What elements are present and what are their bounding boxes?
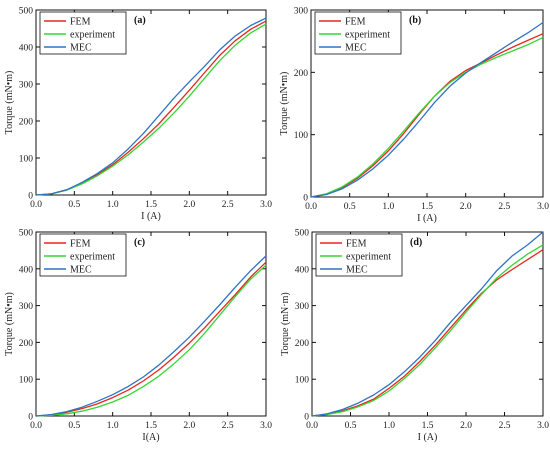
- y-tick-label: 0: [304, 413, 309, 423]
- y-tick-label: 300: [19, 302, 34, 312]
- x-tick-label: 1.0: [107, 200, 119, 210]
- legend-label: MEC: [70, 265, 92, 276]
- chart-panel-1: 0.0 0.5 1.0 1.5 2.0 2.5 3.0 0 100 200 300 400 500 I (…: [4, 7, 272, 223]
- legend-label: FEM: [70, 239, 91, 250]
- panel-label: (d): [410, 237, 422, 248]
- y-tick-label: 500: [19, 7, 34, 17]
- series-line-MEC: [35, 17, 267, 196]
- x-tick-label: 3.0: [260, 200, 272, 210]
- series-line-FEM: [311, 249, 544, 417]
- x-tick-label: 3.0: [260, 421, 272, 431]
- y-tick-label: 500: [19, 229, 34, 239]
- x-tick-label: 2.0: [183, 421, 195, 431]
- x-axis-label: I (A): [418, 432, 438, 443]
- x-tick-label: 1.0: [107, 421, 119, 431]
- x-tick-label: 2.5: [498, 202, 510, 212]
- x-tick-label: 2.5: [222, 421, 234, 431]
- legend-label: experiment: [345, 30, 390, 41]
- y-tick-label: 100: [19, 376, 34, 386]
- x-axis-label: I (A): [417, 213, 437, 224]
- x-tick-label: 0.5: [344, 202, 356, 212]
- y-tick-label: 0: [28, 192, 33, 202]
- series-line-MEC: [35, 255, 267, 417]
- x-tick-label: 0.5: [345, 421, 357, 431]
- x-tick-label: 0.0: [306, 421, 318, 431]
- x-tick-label: 2.5: [222, 200, 234, 210]
- x-tick-label: 1.0: [382, 202, 394, 212]
- series-line-experiment: [35, 23, 267, 196]
- x-tick-label: 3.0: [537, 421, 549, 431]
- x-tick-label: 0.0: [30, 200, 42, 210]
- panel-label: (a): [134, 15, 146, 26]
- series-line-MEC: [310, 21, 544, 198]
- y-tick-label: 300: [19, 81, 34, 91]
- y-tick-label: 400: [19, 44, 34, 54]
- x-tick-label: 1.0: [383, 421, 395, 431]
- y-tick-label: 200: [295, 339, 310, 349]
- x-tick-label: 0.5: [68, 200, 80, 210]
- y-tick-label: 200: [19, 339, 34, 349]
- x-tick-label: 2.0: [183, 200, 195, 210]
- series-line-experiment: [310, 36, 544, 198]
- legend-label: FEM: [70, 17, 91, 28]
- x-tick-label: 1.5: [145, 200, 157, 210]
- y-axis-label: Torque (mN•m): [4, 292, 15, 356]
- legend-label: experiment: [70, 252, 115, 263]
- legend-label: MEC: [345, 43, 367, 54]
- panel-label: (c): [134, 237, 145, 248]
- y-tick-label: 200: [19, 118, 34, 128]
- x-tick-label: 3.0: [537, 202, 549, 212]
- y-tick-label: 300: [295, 302, 310, 312]
- y-tick-label: 200: [294, 69, 309, 79]
- y-tick-label: 300: [294, 7, 309, 17]
- legend-box: [315, 233, 403, 277]
- x-tick-label: 0.0: [30, 421, 42, 431]
- x-tick-label: 0.0: [305, 202, 317, 212]
- y-tick-label: 400: [19, 265, 34, 275]
- y-axis-label: Torque (mN·m): [280, 292, 291, 355]
- series-line-MEC: [311, 231, 544, 417]
- legend-label: MEC: [70, 43, 92, 54]
- x-tick-label: 1.5: [421, 202, 433, 212]
- legend-label: FEM: [345, 17, 366, 28]
- y-tick-label: 0: [28, 413, 33, 423]
- x-tick-label: 1.5: [145, 421, 157, 431]
- x-tick-label: 2.0: [460, 202, 472, 212]
- series-line-FEM: [310, 33, 544, 198]
- x-tick-label: 1.5: [422, 421, 434, 431]
- chart-panel-2: 0.0 0.5 1.0 1.5 2.0 2.5 3.0 0 100 200 300 I (A) Torq…: [279, 7, 549, 225]
- legend-label: experiment: [346, 252, 391, 263]
- series-line-experiment: [35, 264, 267, 417]
- series-line-experiment: [311, 244, 544, 417]
- y-tick-label: 100: [294, 131, 309, 141]
- x-axis-label: I (A): [141, 211, 161, 222]
- y-axis-label: Torque (mN•m): [4, 71, 15, 135]
- legend-label: MEC: [346, 265, 368, 276]
- y-tick-label: 400: [295, 265, 310, 275]
- panel-label: (b): [409, 15, 421, 26]
- y-tick-label: 500: [295, 229, 310, 239]
- x-tick-label: 2.0: [460, 421, 472, 431]
- legend-label: experiment: [70, 30, 115, 41]
- y-tick-label: 100: [295, 376, 310, 386]
- y-axis-label: Torque (mN•m): [279, 72, 290, 136]
- chart-panel-4: 0.0 0.5 1.0 1.5 2.0 2.5 3.0 0 100 200 300 400 500 I (…: [280, 229, 549, 444]
- x-tick-label: 2.5: [499, 421, 511, 431]
- x-axis-label: I(A): [142, 432, 159, 443]
- legend-label: FEM: [346, 239, 367, 250]
- y-tick-label: 100: [19, 155, 34, 165]
- y-tick-label: 0: [303, 194, 308, 204]
- chart-panel-3: 0.0 0.5 1.0 1.5 2.0 2.5 3.0 0 100 200 300 400 500 I(A…: [4, 229, 272, 444]
- series-line-FEM: [35, 261, 267, 417]
- x-tick-label: 0.5: [68, 421, 80, 431]
